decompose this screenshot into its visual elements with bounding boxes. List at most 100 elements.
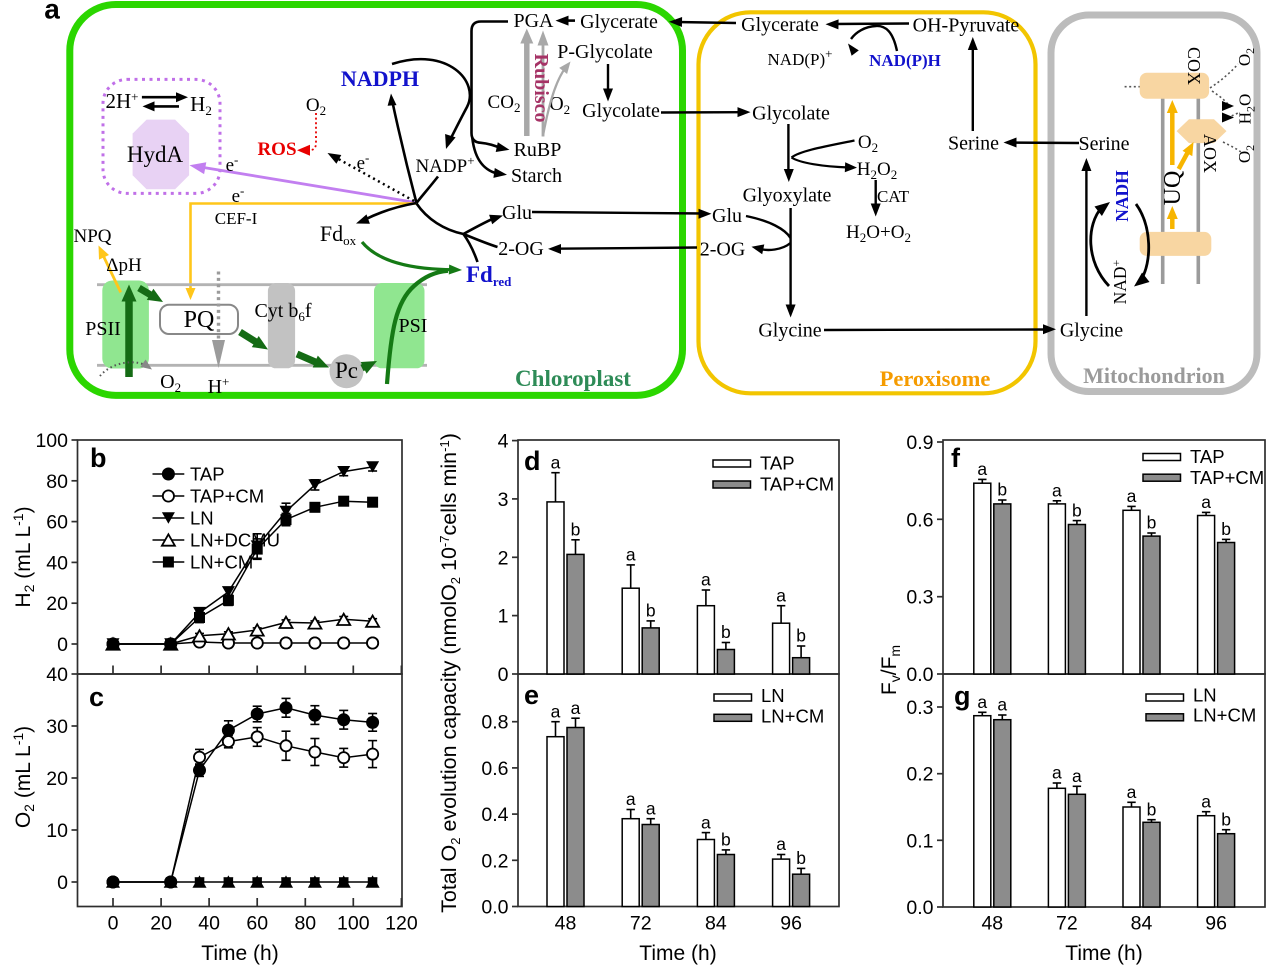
svg-text:NPQ: NPQ <box>73 226 111 247</box>
svg-text:a: a <box>626 789 636 809</box>
svg-text:48: 48 <box>555 913 577 935</box>
svg-text:Time (h): Time (h) <box>639 942 716 965</box>
svg-text:Fdox: Fdox <box>320 221 357 248</box>
svg-text:LN: LN <box>761 685 785 706</box>
svg-text:84: 84 <box>1131 913 1153 935</box>
svg-text:TAP+CM: TAP+CM <box>190 486 264 507</box>
svg-text:TAP+CM: TAP+CM <box>1190 467 1264 488</box>
svg-text:0: 0 <box>108 913 119 935</box>
svg-text:a: a <box>1201 492 1211 512</box>
svg-text:ROS: ROS <box>257 139 296 160</box>
svg-text:Serine: Serine <box>1078 133 1129 155</box>
svg-text:0.0: 0.0 <box>906 897 933 919</box>
svg-text:0.0: 0.0 <box>481 897 508 919</box>
svg-text:10: 10 <box>46 820 68 842</box>
svg-text:0: 0 <box>57 872 68 894</box>
svg-text:H2 (mL L-1): H2 (mL L-1) <box>10 506 37 607</box>
svg-text:PSI: PSI <box>399 315 428 337</box>
svg-text:e: e <box>524 680 539 710</box>
svg-text:60: 60 <box>46 512 68 534</box>
svg-text:a: a <box>551 701 561 721</box>
svg-text:Glu: Glu <box>712 205 742 227</box>
svg-text:CEF-I: CEF-I <box>215 209 258 228</box>
svg-text:Glycine: Glycine <box>1060 320 1123 342</box>
svg-text:a: a <box>1127 782 1137 802</box>
svg-text:NAD(P)+: NAD(P)+ <box>768 46 833 69</box>
svg-text:0.1: 0.1 <box>906 830 933 852</box>
svg-text:40: 40 <box>46 664 68 686</box>
svg-text:Total O2 evolution capacity (n: Total O2 evolution capacity (nmolO2 10-7… <box>437 433 463 913</box>
svg-text:80: 80 <box>294 913 316 935</box>
svg-text:b: b <box>721 830 731 850</box>
svg-text:b: b <box>571 520 581 540</box>
svg-text:a: a <box>44 0 60 25</box>
svg-text:Time (h): Time (h) <box>1065 942 1142 965</box>
svg-text:a: a <box>551 452 561 472</box>
svg-text:0: 0 <box>498 664 509 686</box>
svg-text:e-: e- <box>232 183 245 207</box>
svg-text:CO2: CO2 <box>488 92 521 115</box>
svg-text:LN+CM: LN+CM <box>190 552 253 573</box>
svg-text:a: a <box>1072 766 1082 786</box>
svg-text:H2O2: H2O2 <box>857 159 897 182</box>
svg-text:2: 2 <box>498 547 509 569</box>
svg-text:OH-Pyruvate: OH-Pyruvate <box>913 15 1020 37</box>
svg-text:a: a <box>1052 763 1062 783</box>
svg-text:PSII: PSII <box>85 318 121 340</box>
svg-text:Chloroplast: Chloroplast <box>515 366 631 391</box>
svg-text:0.8: 0.8 <box>481 712 508 734</box>
svg-text:Glycerate: Glycerate <box>580 11 658 33</box>
svg-text:COX: COX <box>1184 47 1204 85</box>
svg-text:LN: LN <box>190 508 214 529</box>
svg-text:Serine: Serine <box>948 133 999 155</box>
svg-text:a: a <box>1052 481 1062 501</box>
svg-text:HydA: HydA <box>127 142 184 167</box>
svg-text:Glycine: Glycine <box>758 320 821 342</box>
svg-text:0: 0 <box>57 634 68 656</box>
svg-text:ΔpH: ΔpH <box>106 255 142 276</box>
svg-text:3: 3 <box>498 489 509 511</box>
svg-text:60: 60 <box>246 913 268 935</box>
svg-text:d: d <box>524 446 541 476</box>
svg-text:0.2: 0.2 <box>481 850 508 872</box>
svg-text:TAP: TAP <box>760 453 795 474</box>
svg-text:0.3: 0.3 <box>906 587 933 609</box>
svg-text:a: a <box>626 545 636 565</box>
svg-text:TAP+CM: TAP+CM <box>760 473 834 494</box>
svg-text:g: g <box>954 681 971 711</box>
svg-text:Starch: Starch <box>511 165 562 187</box>
svg-text:a: a <box>571 698 581 718</box>
svg-text:1: 1 <box>498 606 509 628</box>
svg-text:b: b <box>90 443 107 473</box>
svg-text:Glycolate: Glycolate <box>752 103 830 125</box>
svg-text:2-OG: 2-OG <box>498 238 544 260</box>
svg-text:84: 84 <box>705 913 727 935</box>
svg-text:Cyt b6f: Cyt b6f <box>254 300 311 324</box>
svg-text:Fdred: Fdred <box>466 262 512 289</box>
svg-text:2H+: 2H+ <box>105 89 138 113</box>
svg-text:TAP: TAP <box>1190 446 1225 467</box>
svg-text:c: c <box>89 682 104 712</box>
svg-text:Glycerate: Glycerate <box>741 14 819 36</box>
svg-text:Mitochondrion: Mitochondrion <box>1083 363 1225 388</box>
svg-text:b: b <box>646 601 656 621</box>
svg-text:a: a <box>977 459 987 479</box>
svg-text:RuBP: RuBP <box>514 139 562 161</box>
svg-text:O2: O2 <box>858 132 878 155</box>
svg-text:LN: LN <box>1193 685 1217 706</box>
svg-text:b: b <box>1072 500 1082 520</box>
svg-text:b: b <box>1221 809 1231 829</box>
svg-text:UQ: UQ <box>1160 171 1186 206</box>
svg-text:Glu: Glu <box>502 202 532 224</box>
svg-text:b: b <box>796 626 806 646</box>
svg-text:LN+CM: LN+CM <box>761 705 824 726</box>
svg-text:NAD(P)H: NAD(P)H <box>869 51 941 70</box>
svg-text:H2O: H2O <box>1236 94 1258 125</box>
svg-text:20: 20 <box>46 593 68 615</box>
svg-text:NADH: NADH <box>1112 170 1132 222</box>
svg-text:Time (h): Time (h) <box>201 942 278 965</box>
svg-text:P-Glycolate: P-Glycolate <box>557 41 653 63</box>
svg-text:72: 72 <box>630 913 652 935</box>
svg-text:48: 48 <box>981 913 1003 935</box>
svg-text:a: a <box>701 812 711 832</box>
